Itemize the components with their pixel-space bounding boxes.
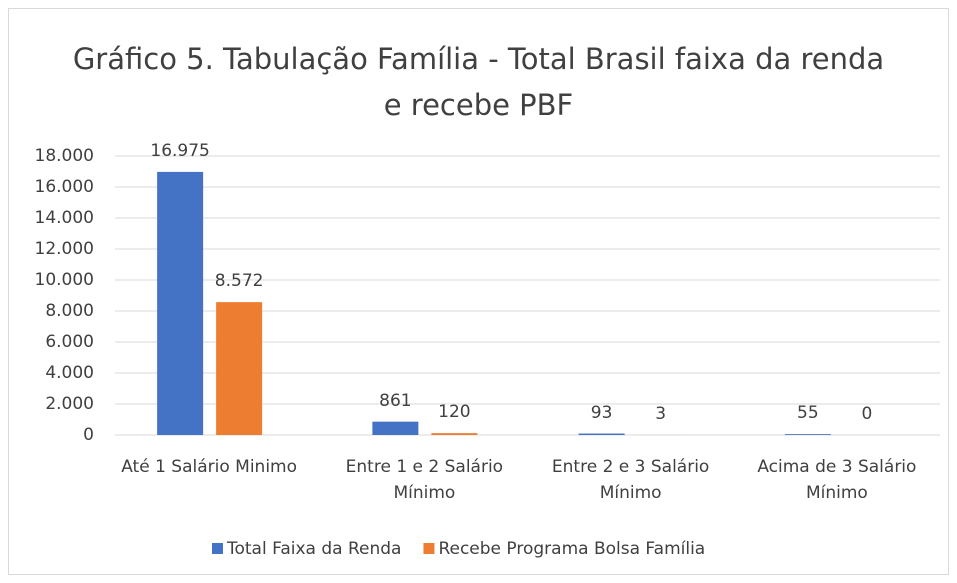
bar: [216, 302, 263, 435]
legend-swatch: [423, 543, 435, 554]
y-tick-label: 6.000: [45, 332, 94, 352]
y-tick-label: 8.000: [45, 301, 94, 321]
y-tick-label: 2.000: [45, 394, 94, 414]
bar: [431, 433, 478, 435]
y-tick-label: 4.000: [45, 363, 94, 383]
y-tick-label: 0: [83, 425, 94, 445]
y-tick-label: 18.000: [34, 146, 94, 166]
legend-swatch: [212, 543, 223, 554]
chart-title: Gráfico 5. Tabulação Família - Total Bra…: [72, 42, 885, 122]
value-label: 8.572: [214, 271, 264, 292]
y-tick-label: 10.000: [34, 270, 94, 290]
x-tick-label: Entre 2 e 3 Salário Mínimo: [551, 457, 710, 503]
y-tick-label: 12.000: [34, 239, 94, 259]
value-label: 861: [379, 390, 412, 411]
value-label: 120: [438, 402, 471, 423]
value-label: 93: [590, 402, 613, 423]
x-tick-label: Entre 1 e 2 Salário Mínimo: [345, 457, 504, 503]
bar: [157, 171, 204, 435]
y-tick-label: 14.000: [34, 208, 94, 228]
value-label: 0: [861, 404, 873, 424]
bar: [578, 433, 625, 435]
bar: [372, 421, 419, 435]
x-tick-label: Acima de 3 Salário Mínimo: [757, 457, 917, 503]
legend-label: Total Faixa da Renda: [227, 539, 402, 559]
y-tick-label: 16.000: [34, 177, 94, 197]
value-label: 55: [797, 403, 819, 424]
bar: [784, 434, 831, 435]
x-tick-label: Até 1 Salário Minimo: [121, 457, 298, 477]
legend-label: Recebe Programa Bolsa Família: [438, 539, 706, 559]
value-label: 3: [655, 403, 667, 424]
value-label: 16.975: [150, 140, 210, 161]
